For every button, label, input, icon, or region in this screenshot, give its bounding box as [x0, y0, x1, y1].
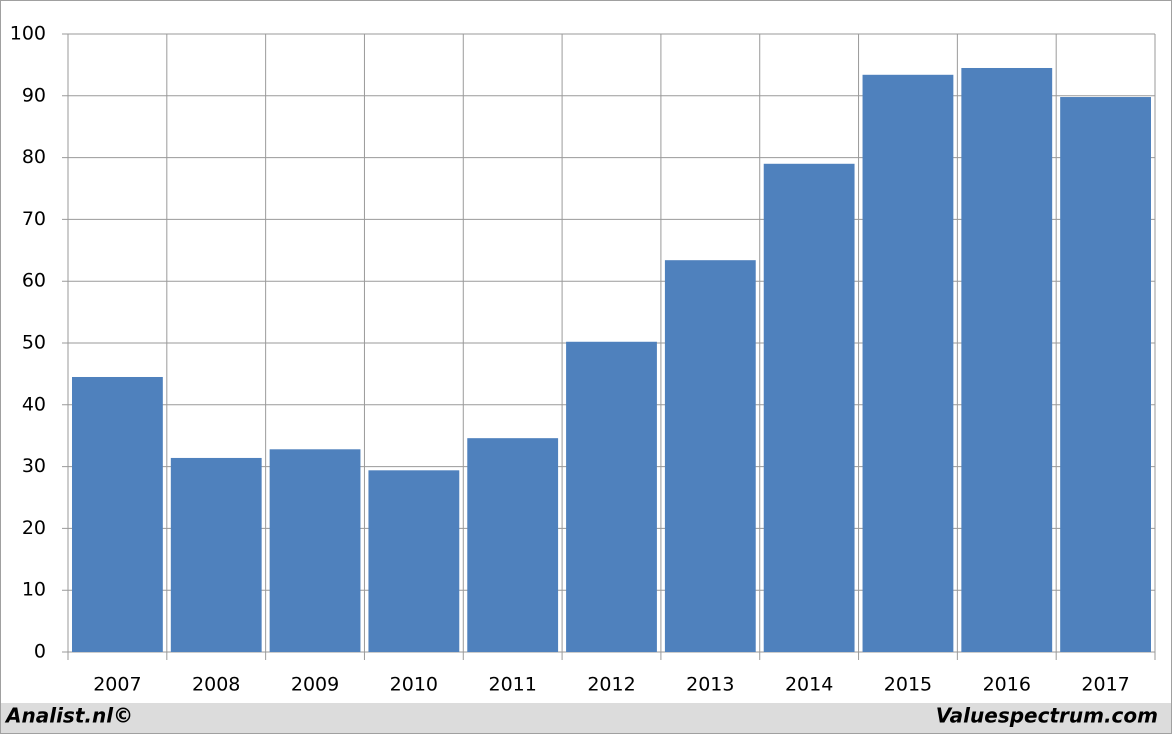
bar: [862, 74, 954, 652]
y-tick-label: 70: [22, 208, 46, 230]
bar: [664, 260, 756, 652]
x-tick-label: 2007: [93, 674, 141, 696]
x-tick-label: 2016: [983, 674, 1031, 696]
y-tick-label: 60: [22, 270, 46, 292]
bar: [566, 341, 657, 652]
x-tick-label: 2013: [686, 674, 734, 696]
footer-bar: [1, 703, 1171, 733]
bar: [763, 163, 855, 652]
bar: [1060, 97, 1151, 652]
y-tick-label: 40: [22, 393, 46, 415]
y-tick-label: 10: [22, 579, 46, 601]
x-tick-label: 2010: [390, 674, 438, 696]
x-tick-label: 2008: [192, 674, 240, 696]
x-tick-label: 2012: [587, 674, 635, 696]
y-tick-label: 80: [22, 146, 46, 168]
y-tick-label: 50: [22, 332, 46, 354]
bar: [961, 67, 1053, 653]
y-tick-label: 100: [10, 23, 46, 45]
x-tick-label: 2009: [291, 674, 339, 696]
x-tick-label: 2014: [785, 674, 833, 696]
bar: [368, 470, 460, 652]
x-tick-label: 2015: [884, 674, 932, 696]
footer-left: Analist.nl©: [4, 704, 133, 728]
x-tick-label: 2017: [1081, 674, 1129, 696]
x-tick-label: 2011: [489, 674, 537, 696]
y-tick-label: 0: [34, 641, 46, 663]
bar: [467, 438, 559, 652]
y-tick-label: 90: [22, 84, 46, 106]
y-tick-label: 20: [22, 517, 46, 539]
bar: [269, 449, 361, 652]
bar: [72, 376, 163, 652]
bar: [170, 457, 262, 652]
footer-right: Valuespectrum.com: [936, 704, 1158, 728]
y-tick-label: 30: [22, 455, 46, 477]
